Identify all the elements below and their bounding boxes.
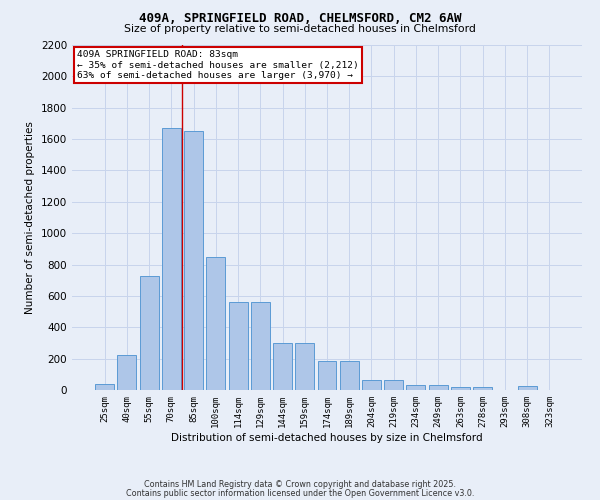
Bar [273, 343, 292, 390]
Y-axis label: Number of semi-detached properties: Number of semi-detached properties [25, 121, 35, 314]
Bar [340, 361, 359, 390]
Text: 409A SPRINGFIELD ROAD: 83sqm
← 35% of semi-detached houses are smaller (2,212)
6: 409A SPRINGFIELD ROAD: 83sqm ← 35% of se… [77, 50, 359, 80]
Text: Contains HM Land Registry data © Crown copyright and database right 2025.: Contains HM Land Registry data © Crown c… [144, 480, 456, 489]
Bar [518, 386, 536, 390]
Bar [451, 387, 470, 390]
X-axis label: Distribution of semi-detached houses by size in Chelmsford: Distribution of semi-detached houses by … [171, 432, 483, 442]
Bar [206, 256, 225, 390]
Bar [295, 343, 314, 390]
Bar [162, 128, 181, 390]
Text: Size of property relative to semi-detached houses in Chelmsford: Size of property relative to semi-detach… [124, 24, 476, 34]
Bar [95, 384, 114, 390]
Bar [473, 387, 492, 390]
Bar [317, 361, 337, 390]
Bar [406, 386, 425, 390]
Bar [384, 380, 403, 390]
Bar [362, 380, 381, 390]
Bar [429, 386, 448, 390]
Bar [118, 354, 136, 390]
Text: Contains public sector information licensed under the Open Government Licence v3: Contains public sector information licen… [126, 488, 474, 498]
Bar [184, 131, 203, 390]
Bar [251, 302, 270, 390]
Text: 409A, SPRINGFIELD ROAD, CHELMSFORD, CM2 6AW: 409A, SPRINGFIELD ROAD, CHELMSFORD, CM2 … [139, 12, 461, 26]
Bar [229, 302, 248, 390]
Bar [140, 276, 158, 390]
